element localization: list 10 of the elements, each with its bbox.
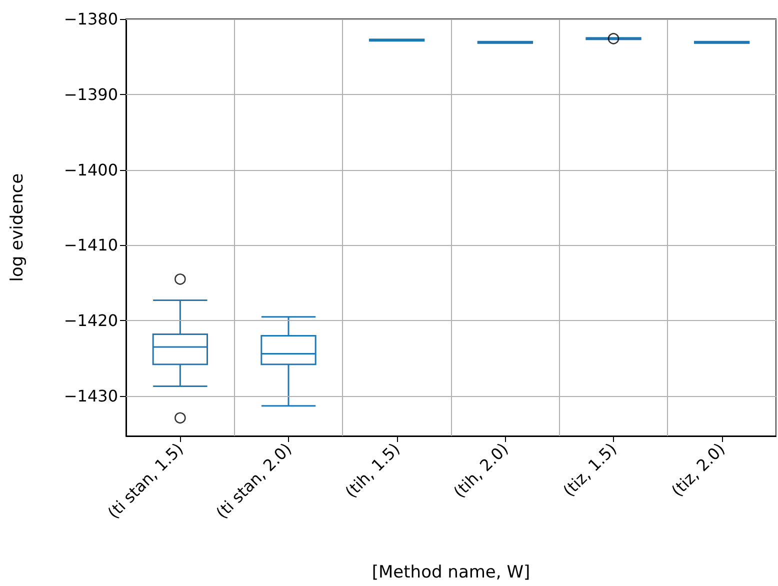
- y-tick-label: −1380: [64, 10, 118, 28]
- y-tick-label: −1420: [64, 311, 118, 330]
- x-axis-title: [Method name, W]: [372, 562, 530, 582]
- x-tick-label: (tiz, 1.5): [559, 439, 620, 500]
- y-tick-label: −1430: [64, 386, 118, 406]
- y-tick-label: −1390: [64, 84, 118, 104]
- x-tick-label: (tih, 1.5): [341, 439, 404, 502]
- y-tick-label: −1400: [64, 160, 118, 180]
- y-axis-title: log evidence: [8, 173, 28, 282]
- y-tick-label: −1410: [64, 236, 118, 255]
